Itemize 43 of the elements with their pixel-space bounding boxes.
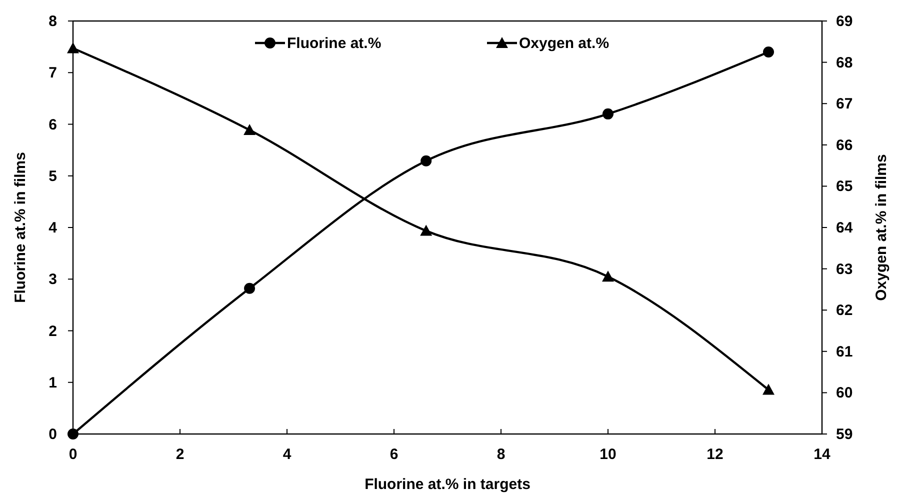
y-tick-label: 1: [48, 374, 57, 392]
legend-label: Fluorine at.%: [287, 35, 382, 52]
x-tick-label: 0: [68, 446, 78, 463]
y-tick-label: 7: [48, 64, 57, 82]
y2-tick-label: 60: [836, 384, 853, 402]
y2-tick-label: 61: [836, 343, 853, 360]
y2-tick-label: 65: [836, 178, 853, 196]
point: [68, 428, 78, 440]
y-tick-label: 4: [48, 220, 58, 236]
y-tick-label: 3: [48, 271, 57, 288]
legend-label: Oxygen at.%: [519, 35, 610, 52]
x-tick-label: 10: [600, 446, 616, 463]
y-tick-label: 6: [48, 116, 57, 134]
y2-tick-label: 66: [836, 136, 853, 154]
point: [420, 224, 432, 236]
y-tick-label: 5: [48, 168, 57, 185]
y2-tick-label: 59: [836, 426, 853, 443]
point: [244, 124, 256, 136]
x-tick-label: 4: [282, 446, 292, 463]
y-tick-label: 2: [48, 322, 57, 340]
point: [602, 270, 614, 282]
point: [763, 46, 774, 58]
point: [762, 384, 774, 395]
x-axis-title: Fluorine at.% in targets: [364, 476, 530, 493]
x-tick-label: 12: [706, 446, 724, 463]
y2-tick-label: 69: [836, 13, 853, 30]
x-tick-label: 14: [814, 446, 831, 463]
x-tick-label: 2: [176, 446, 184, 463]
y2-tick-label: 62: [836, 302, 853, 320]
y2-tick-label: 68: [836, 54, 853, 72]
y2-tick-label: 67: [836, 96, 853, 113]
x-tick-label: 8: [496, 446, 506, 463]
y2-tick-label: 63: [836, 260, 853, 278]
y-tick-label: 8: [48, 13, 57, 30]
y-axis-title: Fluorine at.% in films: [12, 152, 29, 303]
y2-axis-title: Oxygen at.% in films: [873, 154, 890, 301]
point: [420, 155, 432, 166]
y-tick-label: 0: [48, 426, 57, 443]
point: [602, 108, 614, 120]
y2-tick-label: 64: [836, 220, 854, 236]
point: [244, 282, 256, 294]
x-tick-label: 6: [390, 446, 398, 463]
point: [67, 42, 79, 54]
